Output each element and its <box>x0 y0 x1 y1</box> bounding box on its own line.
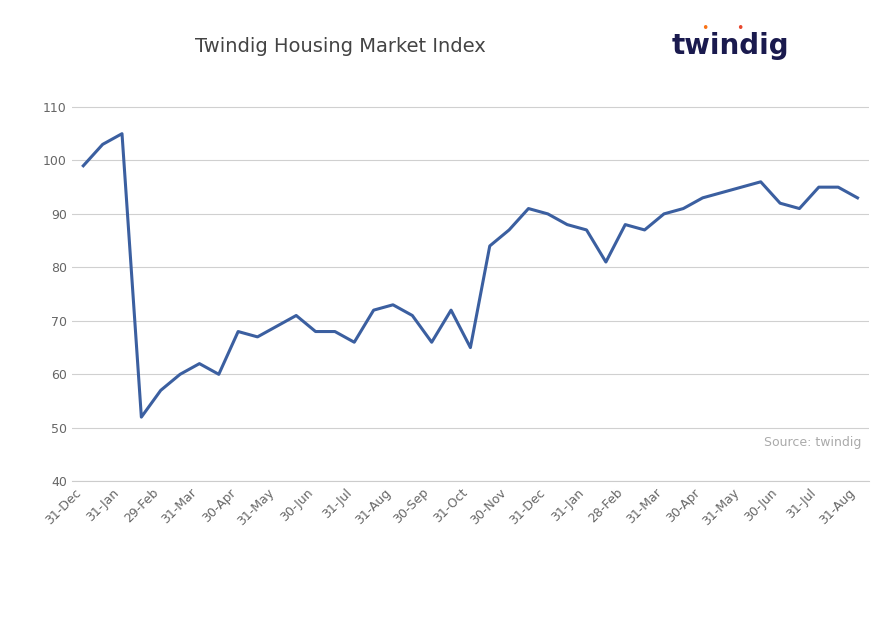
Text: •: • <box>737 22 744 36</box>
Text: Twindig Housing Market Index: Twindig Housing Market Index <box>195 37 486 56</box>
Text: Source: twindig: Source: twindig <box>763 436 861 449</box>
Text: twindig: twindig <box>671 32 789 60</box>
Text: •: • <box>702 22 709 36</box>
